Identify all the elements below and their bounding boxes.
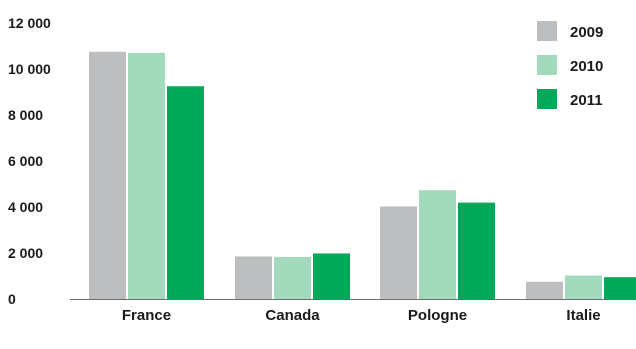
y-tick-label: 4 000 [8,199,43,215]
legend-label-2010: 2010 [570,58,603,75]
x-category-label: Italie [566,307,600,324]
x-category-label: Pologne [408,307,467,324]
bar-pologne-2011 [458,203,495,299]
y-tick-label: 10 000 [8,61,51,77]
legend-swatch-2009 [537,21,557,41]
bar-pologne-2010 [419,190,456,299]
bar-france-2011 [167,86,204,299]
legend-label-2009: 2009 [570,24,603,41]
legend-swatch-2011 [537,89,557,109]
bar-canada-2009 [235,256,272,299]
bar-canada-2011 [313,253,350,299]
bars [89,52,636,299]
bar-italie-2010 [565,276,602,299]
bar-france-2010 [128,53,165,299]
y-tick-label: 12 000 [8,15,51,31]
y-tick-label: 6 000 [8,153,43,169]
y-tick-label: 2 000 [8,245,43,261]
x-category-label: Canada [265,307,320,324]
legend-swatch-2010 [537,55,557,75]
bar-italie-2011 [604,277,636,299]
y-tick-label: 8 000 [8,107,43,123]
y-axis: 0 2 000 4 000 6 000 8 000 10 000 12 000 [8,15,51,307]
bar-france-2009 [89,52,126,299]
bar-canada-2010 [274,257,311,299]
y-tick-label: 0 [8,291,16,307]
x-category-label: France [122,307,171,324]
bar-pologne-2009 [380,207,417,299]
legend-label-2011: 2011 [570,92,603,109]
bar-italie-2009 [526,282,563,299]
x-axis: France Canada Pologne Italie [70,300,636,325]
legend: 2009 2010 2011 [537,21,603,109]
